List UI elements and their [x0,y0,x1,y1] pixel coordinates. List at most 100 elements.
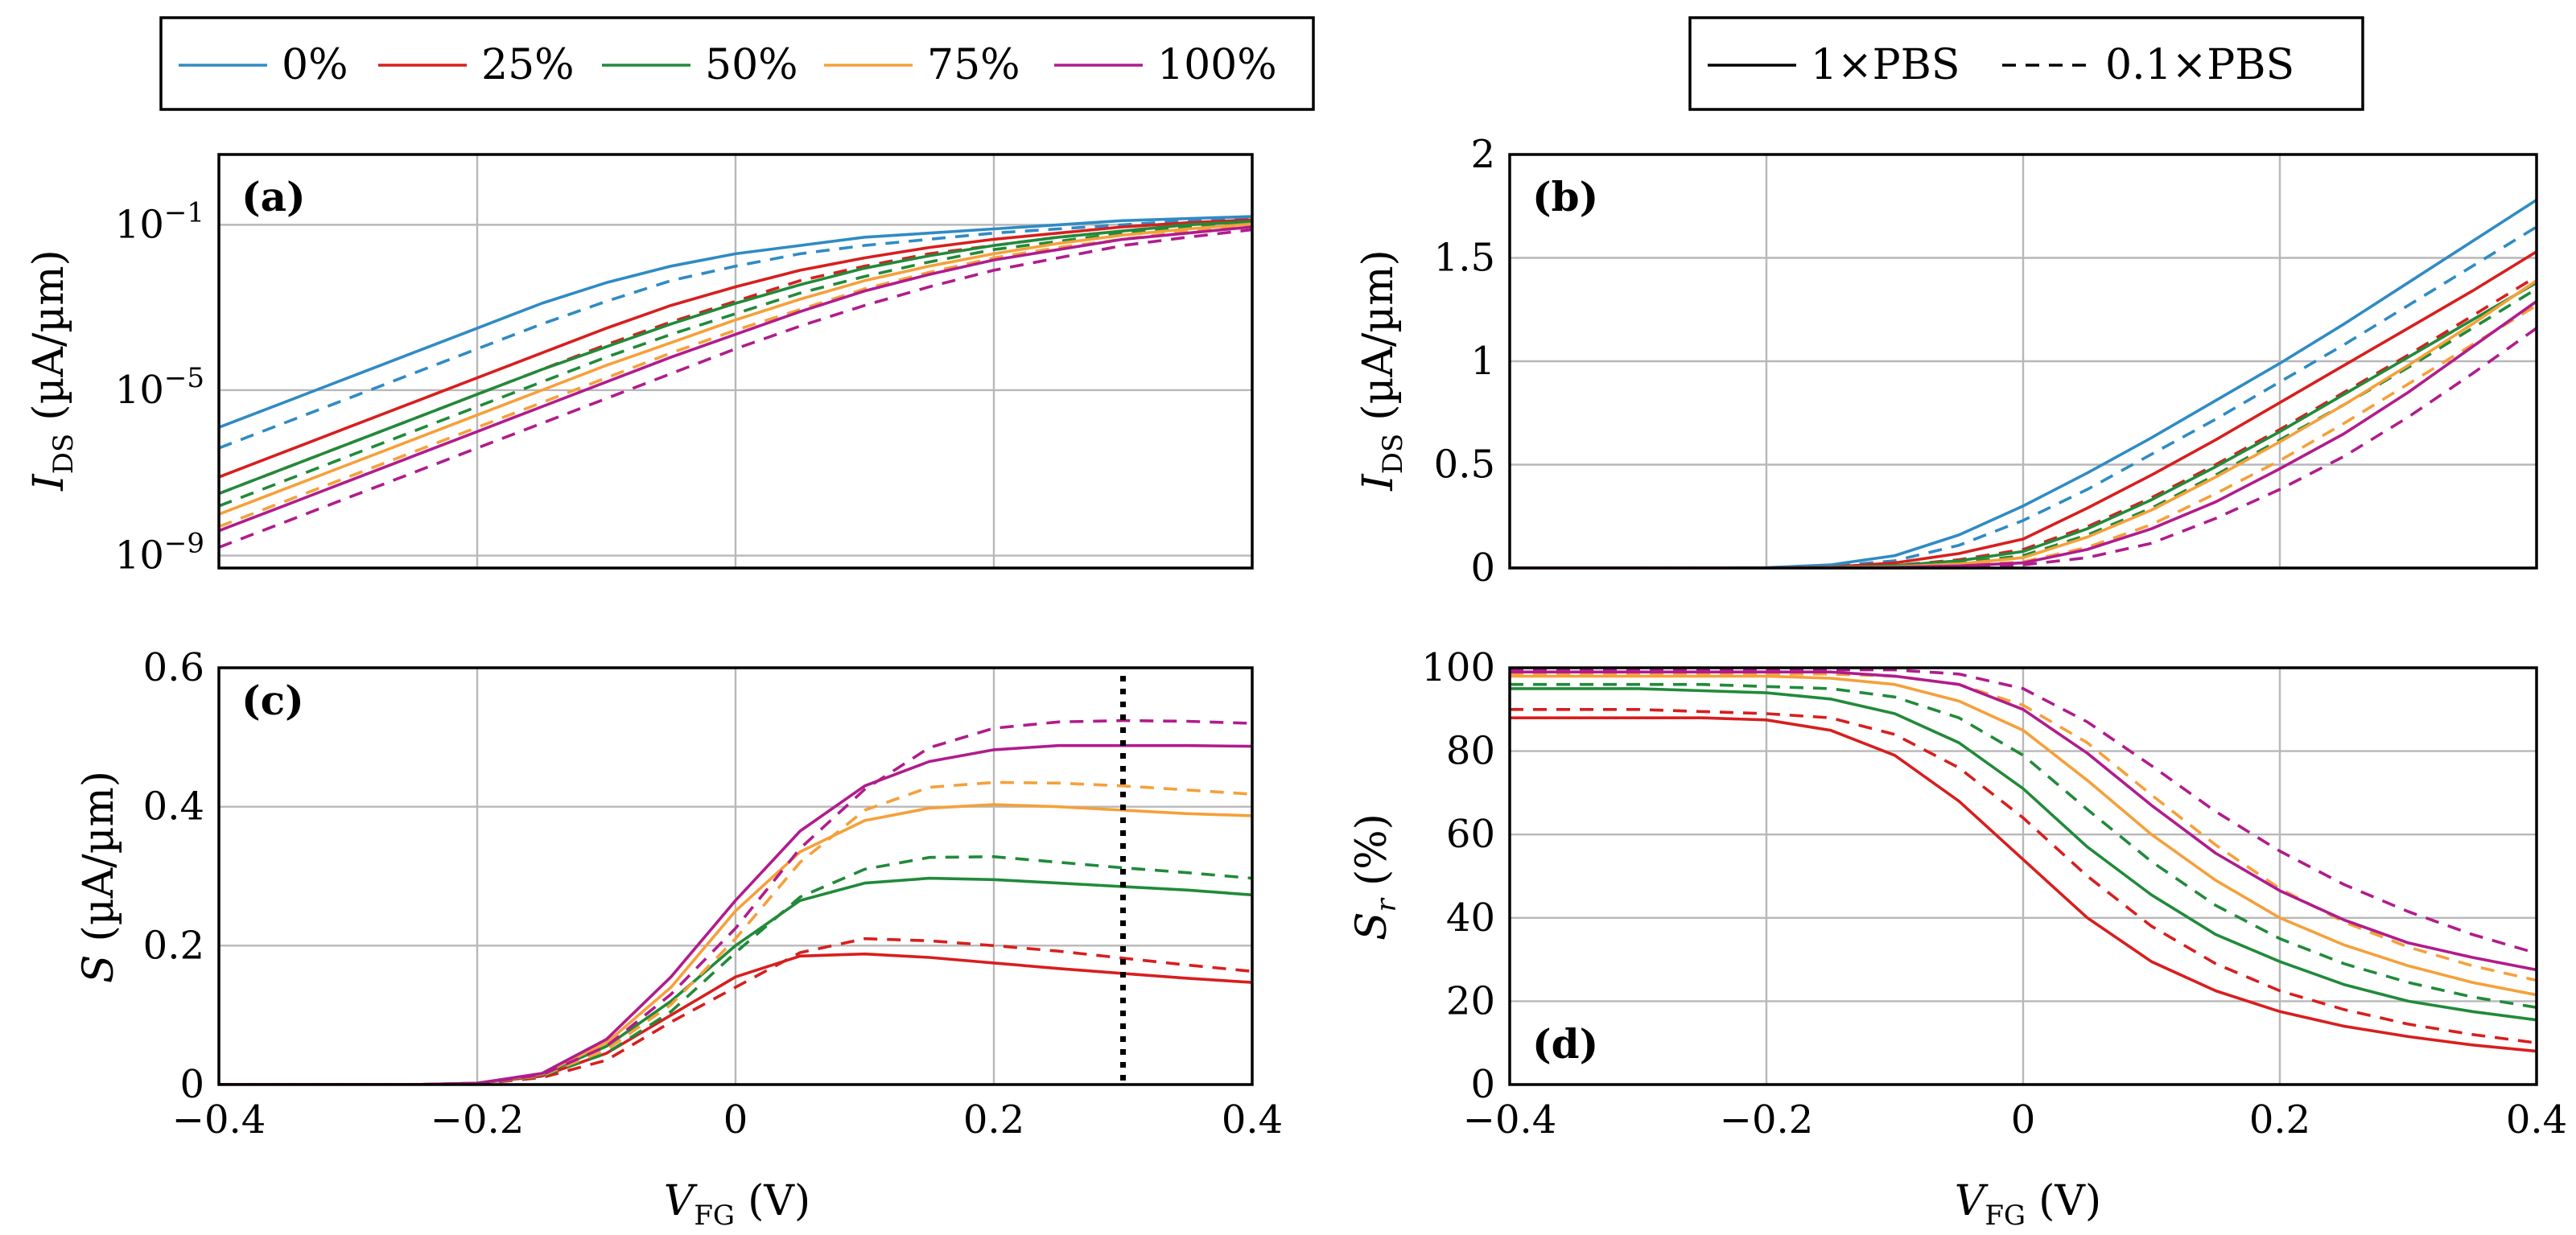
series-line-100pct-dashed [219,228,1252,549]
xtick-label-d: 0.4 [2506,1097,2567,1142]
ylabel-b-unit: (µA/µm) [1354,249,1403,421]
panel-a: IDS(µA/µm) 10−110−510−9(a) [25,153,1254,578]
ytick-exp: −5 [164,362,204,394]
legend-label-0pct: 0% [282,41,348,89]
panel-d: Sr (%) 0 20 40 60 80 100 −0.4 −0.2 0 0.2 0.4 (d) [1348,645,2567,1142]
plot-frame-b [1508,153,2538,570]
ylabel-c-unit: (µA/µm) [75,771,123,942]
legend-concentration-frame [159,16,1315,111]
series-line-100pct-solid [1510,670,2537,972]
xtick-label-c: −0.2 [431,1097,525,1142]
ytick-exp: −9 [164,528,204,560]
xtick-label-d: −0.4 [1463,1097,1557,1142]
series-line-75pct-solid [1510,279,2537,568]
xlabel-right-sub: FG [1985,1200,2026,1232]
series-line-75pct-dashed [219,780,1252,1085]
ylabel-a-sub: DS [47,434,80,475]
panel-b: IDS (µA/µm) 0 0.5 1 1.5 2 (b) [1354,132,2538,591]
ylabel-d: Sr (%) [1348,813,1403,941]
ylabel-a: IDS (µA/µm) [25,249,80,492]
xlabel-right-unit: (V) [2038,1177,2101,1225]
ylabel-d-sub: r [1370,897,1403,912]
ytick-base: 10 [115,202,164,247]
legend-buffer-frame [1688,16,2364,111]
ylabel-d-unit: (%) [1348,813,1396,886]
series-line-50pct-solid [1510,281,2537,568]
panel-label-d: (d) [1532,1020,1598,1068]
series-group-c [219,718,1252,1085]
ytick-label-a: 10−1 [115,196,204,247]
legend-label-solid: 1×PBS [1811,41,1960,89]
xlabel-right-base: V [1955,1177,1989,1225]
xlabel-left-sub: FG [694,1200,735,1232]
ytick-label-d: 20 [1446,978,1495,1023]
series-line-25pct-dashed [1510,275,2537,568]
ytick-label-a: 10−5 [115,362,204,413]
ytick-label-c: 0.4 [143,784,204,830]
series-line-100pct-solid [219,743,1252,1085]
ytick-label-b: 1.5 [1434,236,1495,281]
ytick-label-b: 1 [1470,339,1495,384]
series-line-50pct-solid [1510,687,2537,1022]
ytick-label-d: 80 [1446,729,1495,774]
legend-label-75pct: 75% [927,41,1020,89]
ylabel-c: S (µA/µm) [75,771,123,983]
ytick-label-d: 40 [1446,895,1495,941]
xlabel-left: VFG (V) [664,1177,810,1232]
series-line-100pct-dashed [1510,668,2537,955]
series-line-50pct-solid [219,220,1252,496]
series-line-25pct-solid [1510,250,2537,568]
xlabel-right: VFG (V) [1955,1177,2101,1232]
ytick-label-d: 0 [1470,1062,1495,1107]
ylabel-d-base: S [1348,912,1396,941]
xtick-label-c: 0.4 [1222,1097,1283,1142]
ylabel-b-base: I [1354,473,1403,492]
series-group-b [1510,198,2537,568]
ytick-label-b: 0 [1470,545,1495,591]
legend-concentration: 0% 25% 50% 75% 100% [159,16,1315,111]
xtick-label-d: 0.2 [2249,1097,2310,1142]
legend-label-100pct: 100% [1157,41,1277,89]
xlabel-left-base: V [664,1177,698,1225]
legend-label-25pct: 25% [481,41,575,89]
series-line-0pct-dashed [1510,225,2537,568]
xtick-label-c: 0.2 [963,1097,1024,1142]
ylabel-c-base: S [75,954,123,983]
legend-label-dashed: 0.1×PBS [2105,41,2294,89]
plot-frame-a [217,153,1254,570]
ytick-base: 10 [115,533,164,578]
plot-frame-d [1508,666,2538,1086]
panel-c: S (µA/µm) 0 0.2 0.4 0.6 −0.4 −0.2 0 0.2 0.4 (c) [75,645,1283,1142]
ytick-label-c: 0.2 [143,923,204,968]
panel-label-b: (b) [1532,173,1598,220]
panel-label-a: (a) [241,173,306,220]
xtick-label-c: 0 [723,1097,748,1142]
ytick-label-c: 0.6 [143,645,204,690]
ytick-label-c: 0 [179,1062,204,1107]
ytick-label-d: 100 [1421,645,1495,690]
xtick-label-c: −0.4 [172,1097,266,1142]
plot-frame-c [217,666,1254,1086]
ylabel-b: IDS (µA/µm) [1354,249,1409,492]
series-line-100pct-solid [219,225,1252,533]
series-line-25pct-solid [219,218,1252,479]
series-line-50pct-solid [219,876,1252,1085]
panel-label-c: (c) [241,677,304,724]
series-line-25pct-dashed [1510,707,2537,1044]
legend-buffer: 1×PBS 0.1×PBS [1688,16,2364,111]
xtick-label-d: 0 [2011,1097,2036,1142]
ylabel-a-unit: (µA/µm) [25,249,73,421]
series-line-75pct-dashed [1510,672,2537,982]
ytick-label-b: 2 [1470,132,1495,177]
xtick-label-d: −0.2 [1720,1097,1814,1142]
series-line-0pct-solid [1510,198,2537,568]
series-line-50pct-dashed [1510,682,2537,1009]
ytick-label-b: 0.5 [1434,443,1495,488]
series-line-25pct-solid [219,952,1252,1085]
series-line-0pct-solid [219,215,1252,429]
series-group-a [219,215,1252,549]
series-line-75pct-solid [219,222,1252,516]
series-line-100pct-dashed [1510,327,2537,568]
series-group-d [1510,668,2537,1053]
